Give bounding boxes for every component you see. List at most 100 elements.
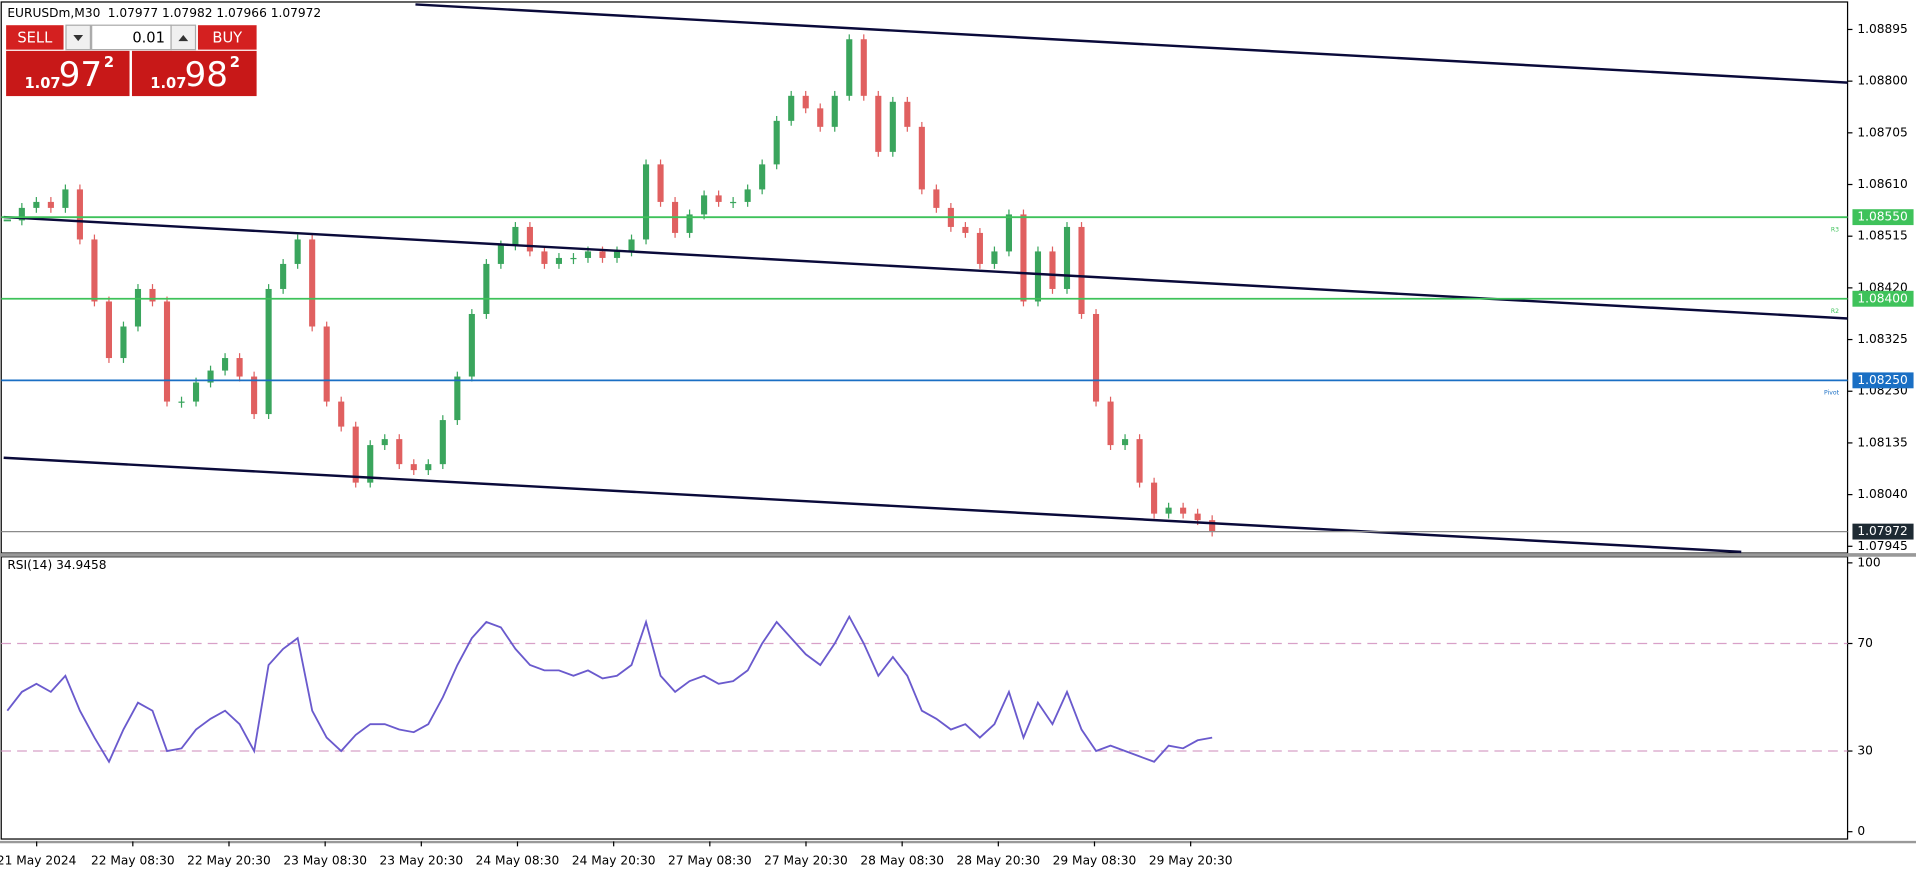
price-label: 1.07972 [1857, 524, 1907, 538]
candle-body [918, 126, 925, 190]
candle-body [105, 301, 112, 359]
x-tick-label: 22 May 20:30 [187, 854, 271, 868]
candle-body [18, 207, 25, 221]
candle-body [512, 226, 519, 246]
candle-body [483, 263, 490, 314]
candle-body [773, 120, 780, 165]
x-tick-label: 29 May 20:30 [1149, 854, 1233, 868]
candle-body [33, 201, 40, 208]
y-tick-label: 1.08705 [1857, 125, 1907, 139]
level-name: R2 [1831, 308, 1839, 315]
y-tick-label: 100 [1857, 555, 1880, 569]
level-name: Pivot [1824, 390, 1840, 397]
candle-body [309, 239, 316, 327]
candle-body [1194, 513, 1201, 521]
candle-body [628, 239, 635, 252]
candle-body [410, 464, 417, 471]
trendline [3, 215, 1848, 320]
y-tick-label: 1.07945 [1857, 539, 1907, 553]
candle-body [701, 195, 708, 215]
candle-body [222, 358, 229, 371]
down-arrow [73, 34, 84, 42]
buy-text: BUY [212, 30, 242, 47]
sell-price-box[interactable] [6, 50, 130, 97]
x-tick-label: 27 May 20:30 [764, 854, 848, 868]
y-tick-label: 70 [1857, 636, 1873, 650]
candle-body [904, 101, 911, 127]
candle-body [555, 257, 562, 264]
candle-body [933, 189, 940, 208]
candle-body [47, 201, 54, 208]
price-label: 1.08400 [1857, 291, 1907, 305]
candle-body [570, 257, 577, 260]
x-tick-label: 22 May 08:30 [91, 854, 175, 868]
candle-body [599, 251, 606, 258]
candle-body [251, 376, 258, 415]
price-label: 1.08550 [1857, 210, 1907, 224]
candle-body [149, 288, 156, 302]
sell-big: 97 [59, 55, 103, 95]
y-tick-label: 1.08325 [1857, 332, 1907, 346]
sell-text: SELL [17, 30, 53, 47]
candle-body [396, 439, 403, 465]
x-tick-label: 23 May 08:30 [283, 854, 367, 868]
candle-body [178, 401, 185, 403]
ohlc: 1.07977 1.07982 1.07966 1.07972 [108, 5, 322, 19]
candle-body [1209, 520, 1216, 532]
candle-body [875, 95, 882, 152]
candle-body [802, 95, 809, 109]
candle-body [323, 326, 330, 402]
candle-body [1049, 251, 1056, 289]
candle-body [846, 39, 853, 96]
candle-body [497, 245, 504, 264]
lot-text: 0.01 [132, 30, 165, 47]
candle-body [642, 164, 650, 240]
lot-input[interactable] [91, 24, 172, 51]
x-tick-label: 23 May 20:30 [379, 854, 463, 868]
y-tick-label: 1.08895 [1857, 22, 1907, 36]
symbol: EURUSDm,M30 [7, 5, 100, 19]
candle-body [1092, 313, 1100, 402]
candle-body [1180, 507, 1187, 514]
candle-body [860, 39, 867, 96]
candle-body [541, 251, 548, 264]
candle-body [381, 439, 388, 446]
buy-button[interactable] [197, 25, 257, 50]
rsi-title: RSI(14) 34.9458 [7, 558, 106, 572]
price-label-bg [1852, 523, 1914, 540]
candle-body [1034, 251, 1042, 302]
buy-price-box[interactable] [131, 50, 257, 97]
x-tick-label: 28 May 20:30 [956, 854, 1040, 868]
candle-body [1136, 439, 1143, 483]
candle-body [889, 101, 896, 152]
candle-body [352, 426, 359, 483]
candle-body [1107, 401, 1114, 446]
candle-body [1122, 439, 1129, 446]
price-label: 1.08250 [1857, 373, 1907, 387]
candle-body [1151, 482, 1158, 514]
candle-body [1078, 226, 1085, 314]
y-tick-label: 1.08515 [1857, 229, 1907, 243]
trade-panel: SELL 0.01 BUY 1.07 97 2 1.07 98 2 [6, 24, 257, 97]
x-tick-label: 21 May 2024 [0, 854, 77, 868]
candle-body [62, 189, 69, 208]
trendline [415, 3, 1848, 84]
candle-body [744, 189, 751, 202]
candle-body [207, 370, 214, 383]
sell-prefix: 1.07 [24, 75, 60, 92]
sell-sup: 2 [104, 54, 114, 71]
candle-body [91, 239, 98, 302]
candle-body [439, 420, 446, 465]
candle-body [338, 401, 345, 427]
buy-prefix: 1.07 [150, 75, 186, 92]
candle-body [454, 376, 461, 421]
x-tick-label: 24 May 20:30 [572, 854, 656, 868]
candle-body [76, 189, 83, 240]
x-tick-label: 24 May 08:30 [476, 854, 560, 868]
x-tick-label: 29 May 08:30 [1053, 854, 1137, 868]
sell-button[interactable] [6, 25, 64, 50]
up-arrow [178, 34, 189, 42]
candle-body [120, 326, 127, 359]
